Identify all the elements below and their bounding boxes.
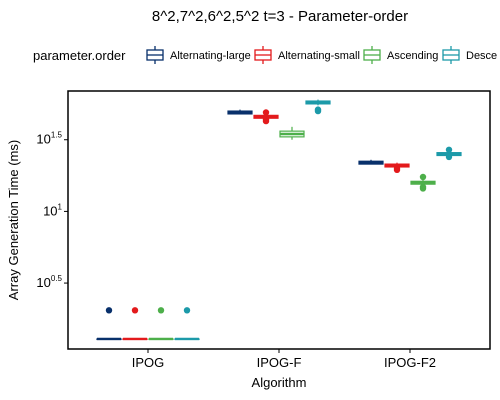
outlier-point (157, 307, 165, 314)
y-axis: 100.5 101 101.5 (36, 131, 68, 290)
box (384, 162, 410, 174)
outlier-point (419, 183, 427, 191)
x-tick-label: IPOG-F2 (384, 355, 436, 370)
box (227, 109, 253, 115)
y-tick-label: 100.5 (36, 274, 62, 290)
x-axis: IPOG IPOG-F IPOG-F2 (132, 349, 436, 370)
legend: parameter.order Alternating-large Alterna… (33, 46, 497, 64)
outlier-point (393, 165, 401, 172)
outlier-point (105, 307, 113, 314)
x-axis-title: Algorithm (252, 375, 307, 390)
y-tick-label: 101 (43, 202, 62, 218)
legend-label: Desce (466, 50, 497, 62)
legend-label: Alternating-small (278, 50, 360, 62)
box (410, 173, 436, 192)
plot-panel (67, 90, 491, 350)
box (305, 99, 331, 115)
legend-label: Ascending (387, 50, 438, 62)
box (96, 307, 122, 341)
legend-item: Desce (442, 46, 497, 64)
box (148, 307, 174, 341)
boxes-layer (96, 99, 462, 341)
outlier-point (262, 109, 270, 116)
legend-item: Alternating-large (146, 46, 251, 64)
chart-title: 8^2,7^2,6^2,5^2 t=3 - Parameter-order (152, 8, 408, 25)
outlier-point (131, 307, 139, 314)
box (122, 307, 148, 341)
box (358, 159, 384, 165)
outlier-point (445, 153, 453, 161)
box (253, 109, 279, 125)
x-tick-label: IPOG-F (257, 355, 302, 370)
y-axis-title: Array Generation Time (ms) (6, 140, 21, 300)
box (174, 307, 200, 341)
legend-item: Ascending (363, 46, 438, 64)
outlier-point (445, 146, 453, 153)
outlier-point (419, 173, 427, 181)
y-tick-label: 101.5 (36, 131, 62, 147)
x-tick-label: IPOG (132, 355, 165, 370)
outlier-point (262, 116, 270, 123)
box (436, 146, 462, 161)
legend-title: parameter.order (33, 48, 126, 63)
outlier-point (183, 307, 191, 314)
outlier-point (314, 106, 322, 113)
legend-label: Alternating-large (170, 50, 251, 62)
box (279, 126, 305, 140)
legend-item: Alternating-small (254, 46, 360, 64)
